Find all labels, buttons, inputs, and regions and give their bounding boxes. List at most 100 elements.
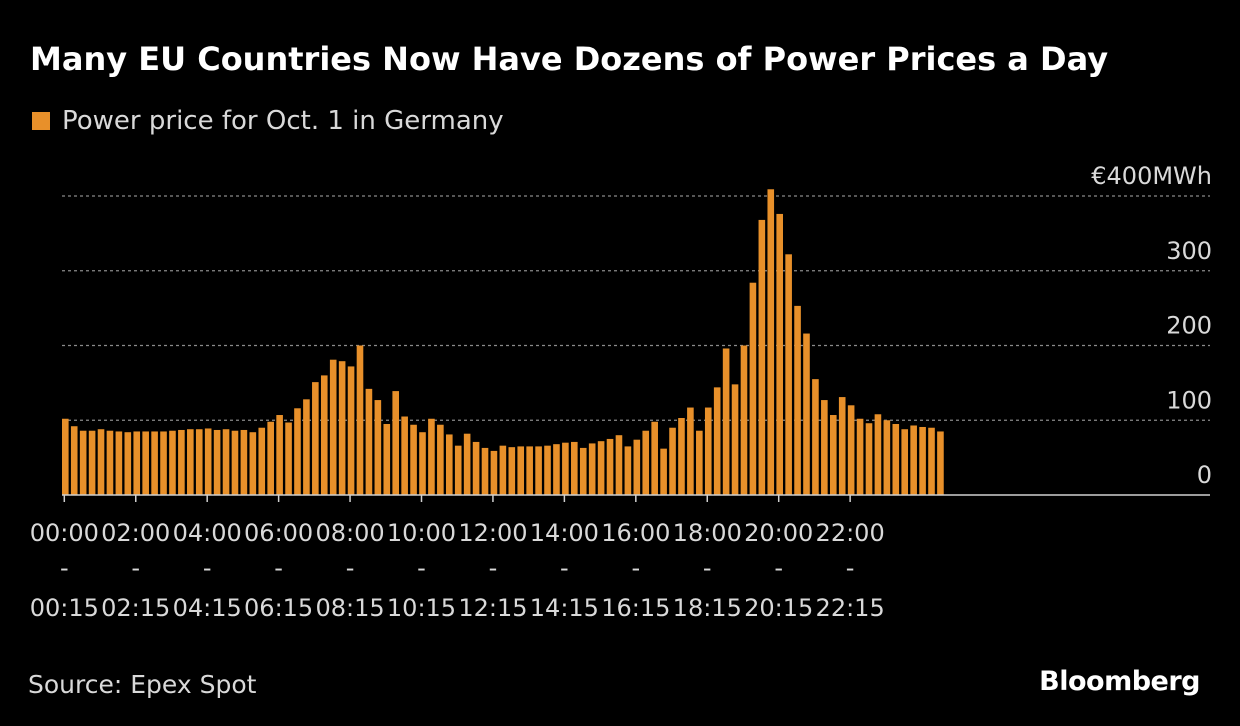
bar [204,428,212,495]
bar [276,415,283,495]
x-tick-label-start: 00:00 [30,519,99,547]
bar [70,426,78,495]
x-tick-label-start: 08:00 [315,519,384,547]
bar [392,391,400,495]
x-tick-label-sep: - [346,554,355,582]
y-tick-label: €400MWh [1091,162,1212,190]
bar [142,431,149,495]
bar [178,429,185,495]
bar [865,423,873,495]
bar [79,430,87,495]
bar [847,405,855,495]
bar [678,418,685,495]
y-tick-label: 0 [1197,461,1212,489]
x-tick-label-sep: - [703,554,712,582]
x-tick-label-end: 12:15 [458,594,527,622]
bar [829,415,837,495]
bar [812,379,819,495]
bar [722,348,730,495]
bar-chart: 0100200300€400MWh00:00-00:1502:00-02:150… [30,162,1212,622]
source-note: Source: Epex Spot [28,670,257,699]
x-tick-label-start: 02:00 [101,519,170,547]
bar [687,407,694,495]
y-tick-label: 300 [1166,237,1212,265]
bar [535,446,542,495]
x-tick-label-end: 10:15 [387,594,456,622]
bar [231,430,239,495]
x-tick-label-start: 18:00 [673,519,742,547]
bar [615,435,623,495]
bar [303,399,310,495]
x-tick-label-start: 04:00 [173,519,242,547]
bar [285,422,292,495]
bar [240,429,248,495]
bar [776,213,783,495]
bar [597,441,605,495]
x-tick-label-start: 22:00 [816,519,885,547]
x-tick-label-start: 20:00 [744,519,813,547]
bar [901,429,909,495]
bar [383,423,391,495]
bar [97,429,105,495]
bar [428,418,435,495]
bar [624,446,632,495]
bar [338,361,346,495]
bar [892,423,900,495]
bar [553,444,560,495]
bar [419,432,426,495]
bar [472,441,480,495]
bar [347,366,355,495]
x-tick-label-end: 06:15 [244,594,313,622]
bar [883,420,891,495]
bar [294,408,301,495]
bar [508,447,516,495]
bar [445,434,453,495]
y-tick-label: 200 [1166,312,1212,340]
bar [258,427,266,495]
bar [821,400,828,495]
bar [928,427,935,495]
x-tick-label-sep: - [560,554,569,582]
x-tick-label-start: 06:00 [244,519,313,547]
bar [329,359,337,495]
x-tick-label-end: 02:15 [101,594,170,622]
bar [526,446,533,495]
x-tick-label-sep: - [203,554,212,582]
bar [713,387,721,495]
bar [919,426,926,495]
bar [937,431,944,495]
x-tick-label-sep: - [774,554,783,582]
legend-label: Power price for Oct. 1 in Germany [62,106,504,136]
bar [312,382,319,495]
x-tick-label-end: 16:15 [601,594,670,622]
legend-swatch [32,112,50,130]
bar [669,427,676,495]
legend: Power price for Oct. 1 in Germany [32,106,504,136]
bar [106,430,114,495]
bar [222,429,230,495]
bar [803,333,810,495]
bar [124,432,132,495]
x-tick-label-sep: - [274,554,283,582]
x-tick-label-start: 16:00 [601,519,670,547]
x-tick-label-end: 04:15 [173,594,242,622]
x-tick-label-sep: - [489,554,498,582]
y-tick-label: 100 [1166,386,1212,414]
bar [115,431,123,495]
bar [365,388,373,495]
bar [169,430,176,495]
bar [410,424,417,495]
bar [374,400,382,495]
bar [463,433,471,495]
bar [490,450,498,495]
bar [633,439,641,495]
bar [160,431,167,495]
x-tick-label-end: 14:15 [530,594,599,622]
bar [660,448,667,495]
bar [517,446,525,495]
bar [642,430,650,495]
bar [481,447,489,495]
x-tick-label-start: 14:00 [530,519,599,547]
bar [794,305,801,495]
bar [731,384,739,495]
